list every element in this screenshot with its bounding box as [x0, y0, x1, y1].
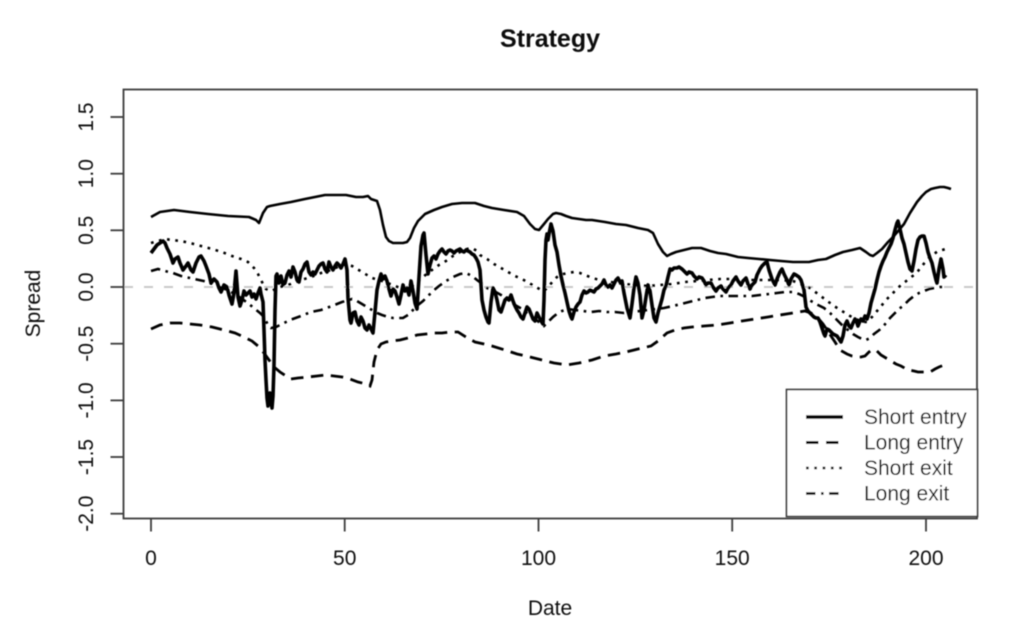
svg-text:-1.0: -1.0 — [75, 382, 98, 418]
svg-text:Strategy: Strategy — [500, 25, 600, 53]
svg-text:Short exit: Short exit — [864, 457, 953, 480]
svg-text:50: 50 — [333, 547, 356, 570]
svg-text:-1.5: -1.5 — [75, 439, 98, 475]
svg-text:0.0: 0.0 — [75, 272, 98, 301]
svg-text:1.5: 1.5 — [75, 102, 98, 131]
svg-text:Spread: Spread — [22, 270, 45, 338]
svg-text:-2.0: -2.0 — [75, 496, 98, 532]
svg-text:0: 0 — [145, 547, 157, 570]
svg-text:Long entry: Long entry — [864, 432, 964, 455]
svg-text:1.0: 1.0 — [75, 159, 98, 188]
svg-text:Short entry: Short entry — [864, 406, 967, 429]
svg-text:200: 200 — [908, 547, 943, 570]
svg-text:Long exit: Long exit — [864, 483, 949, 506]
svg-text:0.5: 0.5 — [75, 216, 98, 245]
svg-text:100: 100 — [521, 547, 556, 570]
svg-text:150: 150 — [715, 547, 750, 570]
svg-text:Date: Date — [528, 597, 572, 620]
svg-text:-0.5: -0.5 — [75, 326, 98, 362]
